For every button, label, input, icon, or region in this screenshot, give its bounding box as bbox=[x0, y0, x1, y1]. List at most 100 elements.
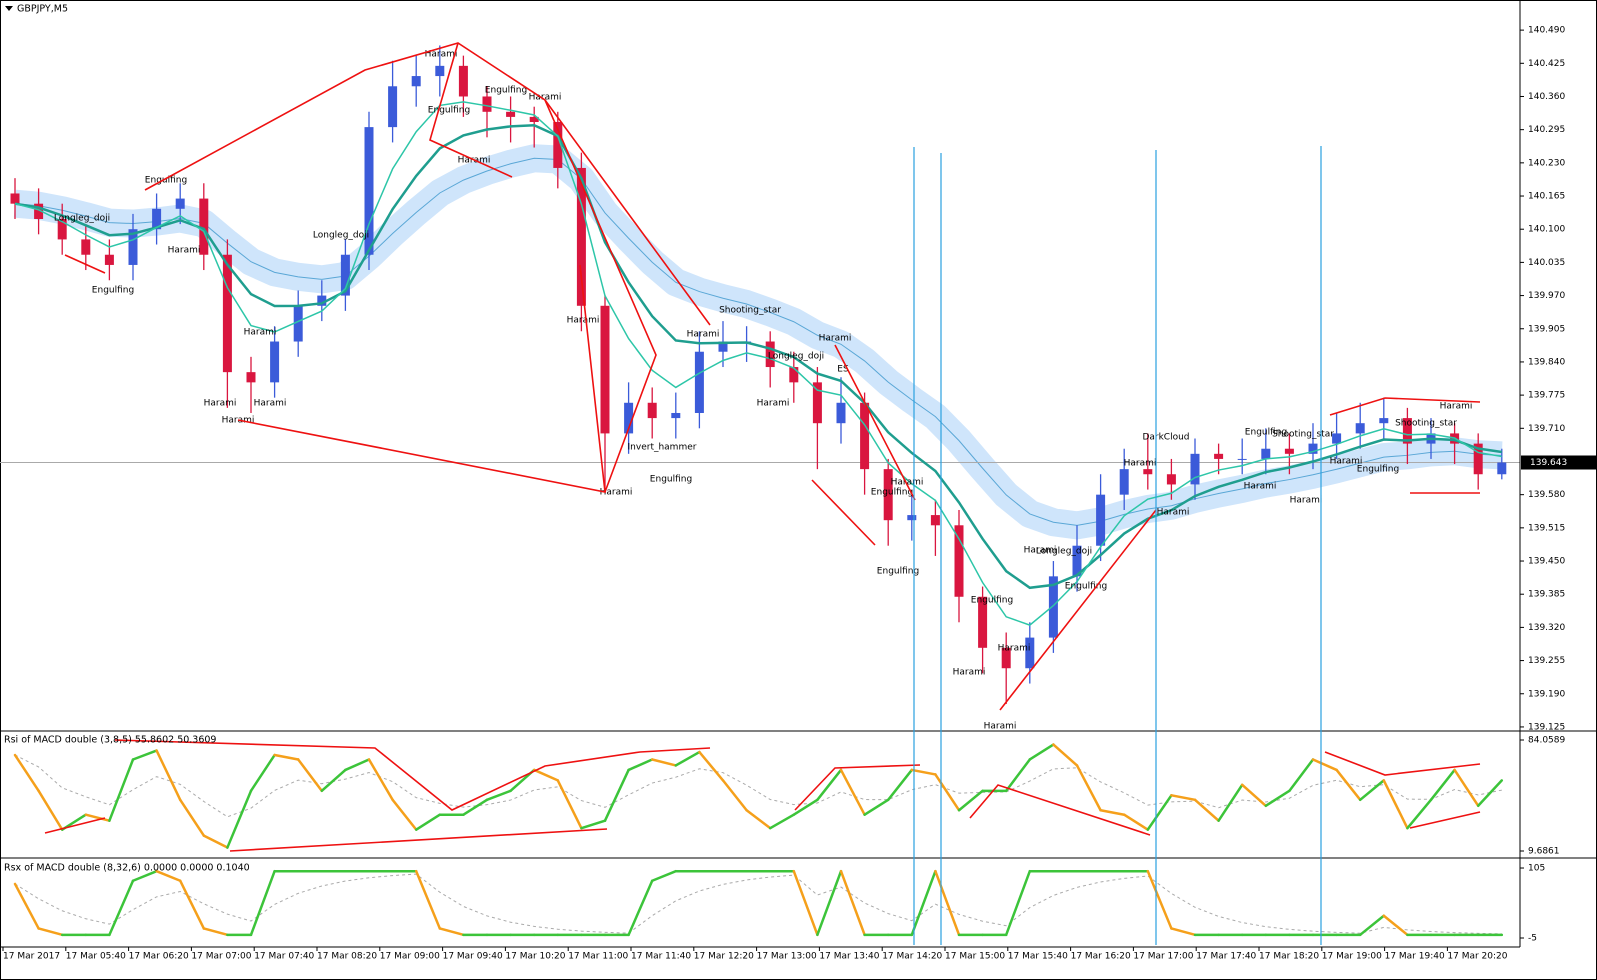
pattern-label: Harami bbox=[567, 316, 600, 326]
zigzag bbox=[794, 764, 921, 811]
candle-body bbox=[10, 193, 20, 204]
zigzag bbox=[811, 479, 876, 546]
oscillator-segment bbox=[108, 758, 135, 822]
x-tick-label: 17 Mar 09:00 bbox=[380, 952, 440, 962]
oscillator-segment bbox=[863, 798, 890, 816]
candle-body bbox=[529, 116, 539, 123]
pattern-label: Harami bbox=[168, 246, 201, 256]
oscillator-segment bbox=[37, 789, 64, 831]
oscillator-segment bbox=[627, 758, 654, 772]
symbol-menu-icon[interactable] bbox=[5, 6, 13, 11]
zigzag bbox=[1409, 811, 1481, 829]
pattern-label: Harami bbox=[984, 722, 1017, 732]
candle-body bbox=[57, 219, 67, 240]
candle-body bbox=[836, 402, 846, 424]
oscillator-segment bbox=[1358, 779, 1386, 802]
pattern-label: Harami bbox=[1157, 508, 1190, 518]
x-tick-label: 17 Mar 2017 bbox=[3, 952, 60, 962]
candle-body bbox=[317, 295, 327, 306]
oscillator-segment bbox=[768, 813, 796, 830]
pattern-label: Engulfing bbox=[1357, 465, 1399, 475]
y-tick-label: 140.165 bbox=[1528, 192, 1565, 202]
x-tick-label: 17 Mar 10:20 bbox=[505, 952, 565, 962]
pattern-label: Invert_hammer bbox=[628, 443, 697, 453]
oscillator-segment bbox=[910, 768, 937, 776]
oscillator-segment bbox=[1193, 798, 1220, 822]
zigzag bbox=[999, 509, 1157, 711]
x-tick-label: 17 Mar 15:00 bbox=[945, 952, 1005, 962]
y-tick-label: 140.035 bbox=[1528, 258, 1565, 268]
oscillator-segment bbox=[1335, 768, 1362, 802]
x-tick-label: 17 Mar 11:40 bbox=[631, 952, 691, 962]
oscillator-segment bbox=[792, 869, 819, 937]
x-tick-label: 17 Mar 17:00 bbox=[1133, 952, 1193, 962]
oscillator-segment bbox=[84, 813, 111, 822]
zigzag bbox=[64, 254, 106, 274]
indicator-title: Rsx of MACD double (8,32,6) 0.0000 0.000… bbox=[4, 863, 250, 874]
y-tick-label: 140.360 bbox=[1528, 92, 1565, 102]
oscillator-segment bbox=[1122, 813, 1150, 831]
candle-body bbox=[812, 382, 822, 424]
pattern-label: Harami bbox=[425, 50, 458, 60]
oscillator-segment bbox=[745, 808, 772, 830]
candle-body bbox=[1025, 637, 1035, 669]
x-tick-label: 17 Mar 09:40 bbox=[443, 952, 503, 962]
pattern-label: Engulfing bbox=[871, 488, 913, 498]
candle-body bbox=[1497, 462, 1507, 475]
oscillator-segment bbox=[1052, 743, 1079, 767]
oscillator-segment bbox=[108, 879, 135, 937]
x-tick-label: 17 Mar 05:40 bbox=[66, 952, 126, 962]
pattern-label: Engulfing bbox=[650, 475, 692, 485]
oscillator-segment bbox=[816, 869, 843, 937]
candle-body bbox=[270, 341, 280, 383]
zigzag bbox=[834, 344, 916, 501]
indicator-title: Rsi of MACD double (3,8,5) 55.8602 50.36… bbox=[4, 735, 216, 746]
x-tick-label: 17 Mar 20:20 bbox=[1447, 952, 1507, 962]
oscillator-segment bbox=[226, 789, 253, 849]
x-tick-label: 17 Mar 17:40 bbox=[1196, 952, 1256, 962]
x-tick-label: 17 Mar 15:40 bbox=[1008, 952, 1068, 962]
pattern-label: Harami bbox=[1124, 459, 1157, 469]
oscillator-segment bbox=[367, 758, 394, 802]
candle-body bbox=[1214, 453, 1224, 459]
y-tick-label: 139.580 bbox=[1528, 490, 1565, 500]
pattern-label: Engulfing bbox=[1065, 582, 1107, 592]
y-tick-label: 140.230 bbox=[1528, 158, 1565, 168]
y-tick-label: 139.190 bbox=[1528, 689, 1565, 699]
oscillator-segment bbox=[1004, 758, 1032, 793]
candle-body bbox=[600, 305, 610, 434]
pattern-label: Engulfing bbox=[877, 567, 919, 577]
oscillator-segment bbox=[1429, 768, 1456, 802]
x-tick-label: 17 Mar 18:20 bbox=[1259, 952, 1319, 962]
pattern-label: Harami bbox=[1024, 546, 1057, 556]
current-price-box bbox=[1521, 455, 1597, 470]
oscillator-segment bbox=[131, 749, 158, 761]
candle-body bbox=[222, 254, 232, 373]
y-tick-label: 9.6861 bbox=[1528, 847, 1560, 857]
pattern-label: Shooting_star bbox=[719, 306, 781, 316]
candle-body bbox=[506, 111, 516, 117]
candle-body bbox=[647, 402, 657, 419]
oscillator-segment bbox=[131, 869, 158, 882]
oscillator-segment bbox=[249, 869, 276, 937]
pattern-label: Engulfing bbox=[428, 106, 470, 116]
y-tick-label: 139.905 bbox=[1528, 324, 1565, 334]
oscillator-segment bbox=[37, 927, 64, 937]
oscillator-segment bbox=[1170, 927, 1197, 937]
oscillator-segment bbox=[1311, 758, 1338, 772]
oscillator-segment bbox=[580, 819, 607, 830]
oscillator-segment bbox=[650, 758, 678, 767]
pattern-label: Harami bbox=[819, 334, 852, 344]
oscillator-segment bbox=[556, 779, 583, 830]
pattern-label: Harami bbox=[998, 644, 1031, 654]
oscillator-segment bbox=[1476, 779, 1504, 808]
candle-body bbox=[954, 525, 964, 597]
candle-body bbox=[458, 65, 468, 97]
pattern-label: Engulfing bbox=[485, 86, 527, 96]
pattern-label: Harami bbox=[1244, 482, 1277, 492]
x-tick-label: 17 Mar 19:40 bbox=[1385, 952, 1445, 962]
oscillator-segment bbox=[249, 753, 276, 793]
oscillator-segment bbox=[886, 768, 914, 802]
x-tick-label: 17 Mar 16:20 bbox=[1071, 952, 1131, 962]
candle-body bbox=[152, 208, 162, 230]
